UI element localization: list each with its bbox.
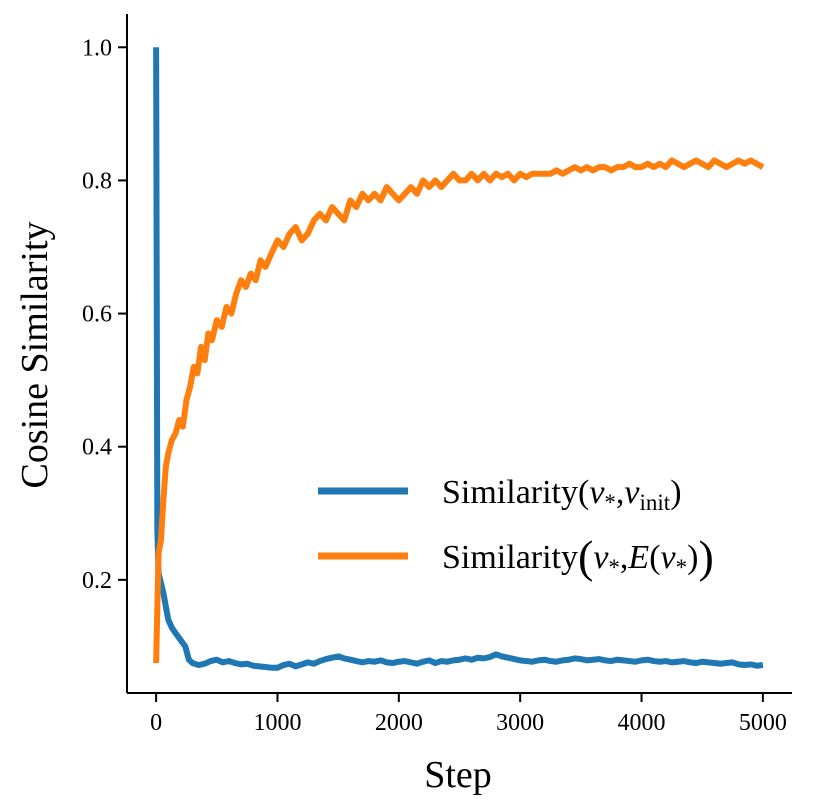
legend: Similarity(v*,vinit) Similarity(v*,E(v*)…	[318, 474, 714, 582]
legend-2-sub-2: *	[676, 555, 688, 580]
axes	[126, 14, 792, 694]
x-tick-label: 2000	[375, 710, 423, 736]
x-tick-label: 0	[150, 710, 162, 736]
y-axis-title: Cosine Similarity	[14, 221, 56, 488]
legend-2-var-2: v	[661, 539, 677, 576]
legend-1-sub-2: init	[640, 490, 671, 515]
ticks: 0 1000 2000 3000 4000 5000 0.2 0.4 0.6 0.8 1.0	[82, 35, 787, 736]
series-lines	[153, 47, 765, 671]
x-tick-label: 5000	[739, 710, 787, 736]
legend-label-series-1: Similarity(v*,vinit)	[442, 474, 682, 515]
series-line-2	[153, 157, 765, 664]
legend-2-close-outer: )	[698, 531, 713, 582]
legend-1-var-2: v	[624, 474, 640, 511]
legend-1-sub-1: *	[604, 490, 616, 515]
legend-2-func: E	[627, 539, 649, 576]
legend-2-comma: ,	[620, 539, 629, 576]
legend-2-open-outer: (	[578, 531, 593, 582]
legend-2-sub-1: *	[608, 555, 620, 580]
y-tick-label: 0.8	[82, 168, 112, 194]
legend-1-comma: ,	[616, 474, 625, 511]
y-tick-label: 0.6	[82, 302, 112, 328]
legend-1-main: Similarity(	[442, 474, 589, 511]
x-tick-label: 1000	[253, 710, 301, 736]
legend-2-close-inner: )	[687, 539, 698, 576]
x-tick-label: 4000	[618, 710, 666, 736]
y-tick-label: 0.4	[82, 435, 112, 461]
legend-1-var-1: v	[589, 474, 605, 511]
series-line-1	[153, 47, 764, 671]
x-axis-title: Step	[424, 754, 492, 796]
legend-label-series-2: Similarity(v*,E(v*))	[442, 531, 714, 582]
legend-2-main: Similarity	[442, 539, 578, 576]
legend-2-open-inner: (	[649, 539, 660, 576]
x-tick-label: 3000	[496, 710, 544, 736]
legend-1-close: )	[670, 474, 681, 511]
y-tick-label: 1.0	[82, 35, 112, 61]
y-tick-label: 0.2	[82, 568, 112, 594]
legend-2-var-1: v	[593, 539, 609, 576]
